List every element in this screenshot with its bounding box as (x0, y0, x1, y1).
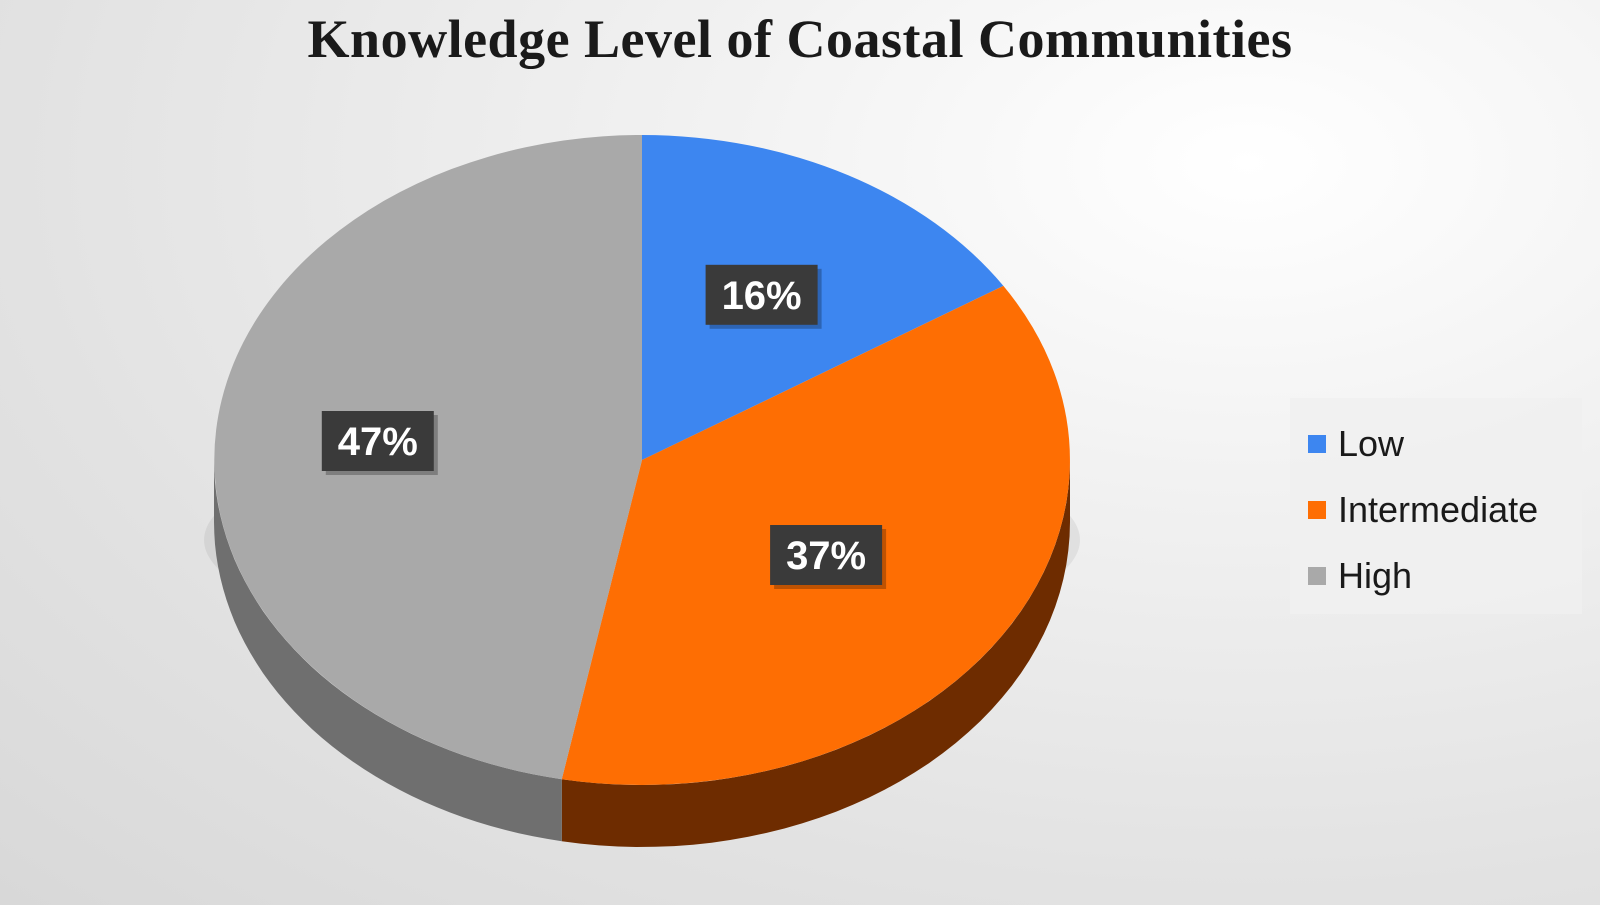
legend-item-high: High (1308, 540, 1582, 612)
pie-side-high (214, 460, 562, 842)
legend-label-intermediate: Intermediate (1338, 489, 1539, 530)
legend-swatch-high (1308, 567, 1326, 585)
legend-item-low: Low (1308, 408, 1582, 480)
legend-item-intermediate: Intermediate (1308, 474, 1582, 546)
data-label-text: 37% (786, 534, 866, 578)
data-label-text: 47% (338, 420, 418, 464)
chart-legend: Low Intermediate High (1290, 398, 1582, 614)
legend-label-high: High (1338, 555, 1413, 596)
data-label-low: 16% (705, 264, 822, 329)
pie-slice-low (642, 135, 1004, 460)
legend-label-low: Low (1338, 423, 1405, 464)
chart-title: Knowledge Level of Coastal Communities (307, 9, 1293, 69)
data-label-high: 47% (321, 411, 438, 475)
data-label-text: 16% (722, 274, 802, 318)
legend-swatch-intermediate (1308, 501, 1326, 519)
legend-swatch-low (1308, 435, 1326, 453)
data-label-intermediate: 37% (770, 525, 887, 589)
pie-side-intermediate (561, 460, 1070, 847)
